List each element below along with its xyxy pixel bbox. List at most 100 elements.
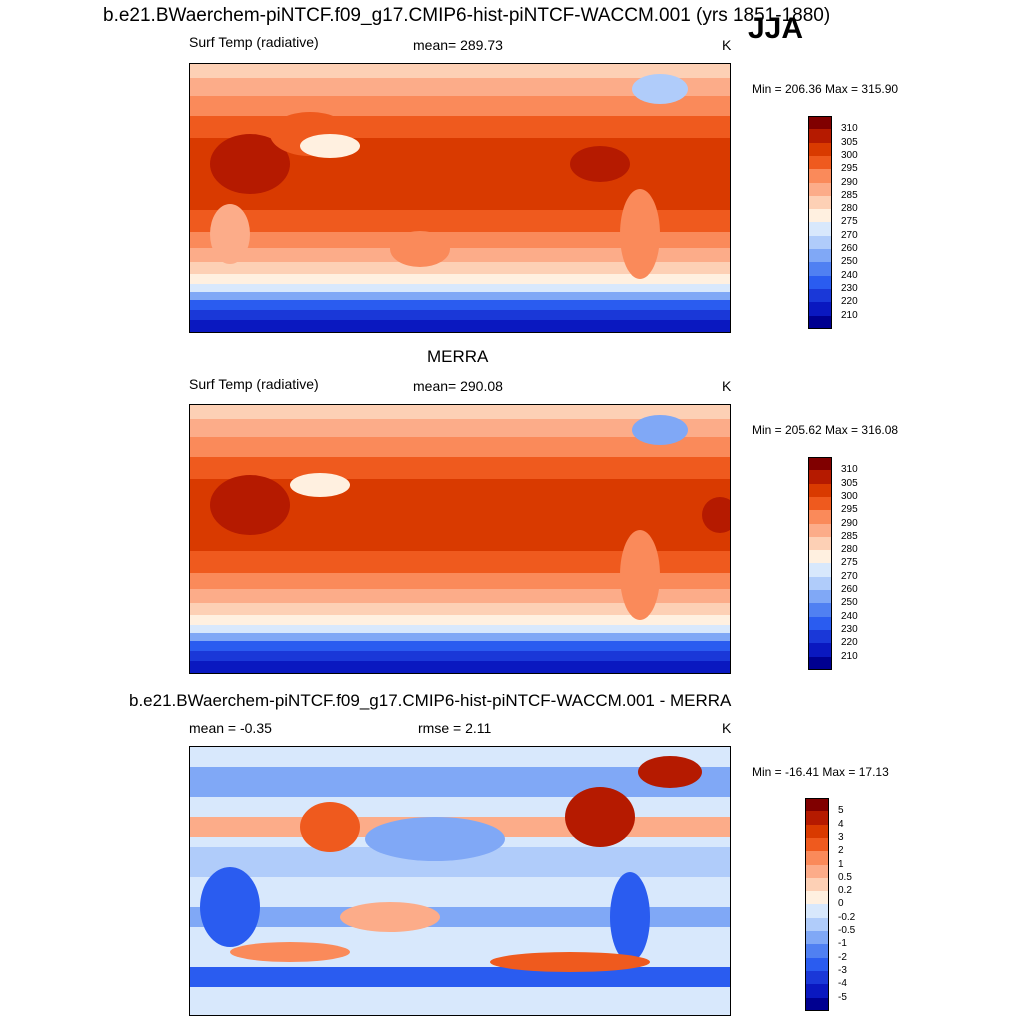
colorbar-tick-label: 290: [841, 517, 858, 529]
colorbar-swatch: [808, 536, 832, 551]
colorbar-tick-label: 2: [838, 845, 844, 857]
colorbar-tick-label: -0.2: [838, 911, 856, 923]
colorbar-swatch: [808, 550, 832, 564]
panel-3-rmse-label: rmse = 2.11: [418, 720, 492, 736]
colorbar-tick-label: 285: [841, 189, 858, 201]
colorbar-swatch: [805, 798, 829, 812]
colorbar-tick-label: 0: [838, 898, 844, 910]
colorbar-swatch: [808, 315, 832, 330]
colorbar-swatch: [808, 510, 832, 524]
colorbar-tick-label: 260: [841, 243, 858, 254]
colorbar-tick-label: 5: [838, 805, 844, 817]
colorbar-tick-label: 0.2: [838, 885, 852, 897]
colorbar-tick-label: 240: [841, 269, 858, 281]
colorbar-swatch: [808, 483, 832, 498]
colorbar-swatch: [805, 957, 829, 972]
colorbar-tick-label: 270: [841, 570, 858, 582]
colorbar-swatch: [808, 249, 832, 263]
colorbar-swatch: [808, 563, 832, 578]
colorbar-tick-label: 4: [838, 818, 844, 830]
colorbar-tick-label: 230: [841, 623, 858, 635]
colorbar-tick-label: 220: [841, 637, 858, 649]
colorbar-swatch: [805, 917, 829, 932]
colorbar-swatch: [805, 997, 829, 1012]
colorbar-tick-label: 280: [841, 203, 858, 215]
colorbar-tick-label: 310: [841, 464, 858, 476]
colorbar-tick-label: 270: [841, 229, 858, 241]
colorbar-swatch: [808, 590, 832, 604]
colorbar-tick-label: -4: [838, 978, 847, 990]
panel-2-variable-label: Surf Temp (radiative): [189, 376, 319, 392]
colorbar-swatch: [805, 944, 829, 959]
colorbar-swatch: [805, 984, 829, 998]
colorbar-tick-label: 275: [841, 216, 858, 228]
panel-1-title: b.e21.BWaerchem-piNTCF.f09_g17.CMIP6-his…: [103, 5, 831, 26]
colorbar-swatch: [808, 275, 832, 290]
panel-1-minmax: Min = 206.36 Max = 315.90: [752, 82, 899, 96]
colorbar-tick-label: 0.5: [838, 871, 852, 883]
panel-2-title: MERRA: [427, 347, 489, 366]
colorbar-swatch: [808, 523, 832, 538]
colorbar-tick-label: 305: [841, 477, 858, 489]
colorbar-swatch: [808, 616, 832, 631]
colorbar-tick-label: 295: [841, 504, 858, 516]
colorbar-swatch: [808, 209, 832, 223]
colorbar-tick-label: 220: [841, 296, 858, 308]
colorbar-tick-label: 210: [841, 650, 858, 662]
colorbar-swatch: [805, 904, 829, 919]
colorbar-tick-label: 300: [841, 149, 858, 161]
colorbar-swatch: [805, 864, 829, 879]
colorbar-swatch: [808, 496, 832, 511]
colorbar-tick-label: 285: [841, 530, 858, 542]
colorbar-swatch: [805, 837, 829, 852]
colorbar-swatch: [808, 195, 832, 210]
colorbar-tick-label: 3: [838, 831, 844, 843]
colorbar-swatch: [808, 169, 832, 183]
colorbar-swatch: [805, 931, 829, 945]
colorbar-tick-label: 300: [841, 490, 858, 502]
panel-2-temperature-field: [190, 405, 730, 673]
panel-1-map: [189, 63, 731, 333]
colorbar-swatch: [808, 288, 832, 303]
colorbar-tick-label: 250: [841, 256, 858, 268]
colorbar-swatch: [808, 116, 832, 130]
colorbar-tick-label: -1: [838, 938, 847, 950]
colorbar-swatch: [808, 142, 832, 157]
panel-3-title: b.e21.BWaerchem-piNTCF.f09_g17.CMIP6-his…: [129, 691, 732, 710]
colorbar-swatch: [808, 182, 832, 197]
colorbar-tick-label: 290: [841, 176, 858, 188]
colorbar-swatch: [808, 643, 832, 657]
panel-3-map: [189, 746, 731, 1016]
colorbar-swatch: [808, 656, 832, 671]
colorbar-swatch: [805, 970, 829, 985]
colorbar-swatch: [808, 470, 832, 485]
panel-2-map: [189, 404, 731, 674]
panel-1-variable-label: Surf Temp (radiative): [189, 34, 319, 50]
colorbar-swatch: [805, 891, 829, 905]
colorbar-swatch: [808, 235, 832, 250]
colorbar-tick-label: -5: [838, 991, 847, 1003]
colorbar-tick-label: 275: [841, 557, 858, 569]
panel-1-mean-label: mean= 289.73: [413, 37, 503, 53]
colorbar-swatch: [808, 576, 832, 591]
colorbar-tick-label: 250: [841, 597, 858, 609]
colorbar-tick-label: 310: [841, 123, 858, 135]
panel-2-minmax: Min = 205.62 Max = 316.08: [752, 423, 899, 437]
colorbar-tick-label: 305: [841, 136, 858, 148]
colorbar-tick-label: 295: [841, 163, 858, 175]
colorbar-tick-label: 1: [838, 858, 844, 870]
panel-1-temperature-field: [190, 64, 730, 332]
panel-3-units: K: [722, 720, 732, 736]
colorbar-swatch: [805, 877, 829, 892]
colorbar-swatch: [805, 824, 829, 839]
colorbar-swatch: [805, 851, 829, 865]
colorbar-tick-label: 210: [841, 309, 858, 321]
colorbar-swatch: [808, 222, 832, 237]
colorbar-swatch: [808, 603, 832, 618]
panel-3-mean-label: mean = -0.35: [189, 720, 272, 736]
colorbar-swatch: [808, 457, 832, 471]
panel-3-minmax: Min = -16.41 Max = 17.13: [752, 765, 889, 779]
colorbar-tick-label: -0.5: [838, 925, 856, 936]
colorbar-swatch: [808, 262, 832, 277]
colorbar-tick-label: -2: [838, 951, 847, 963]
